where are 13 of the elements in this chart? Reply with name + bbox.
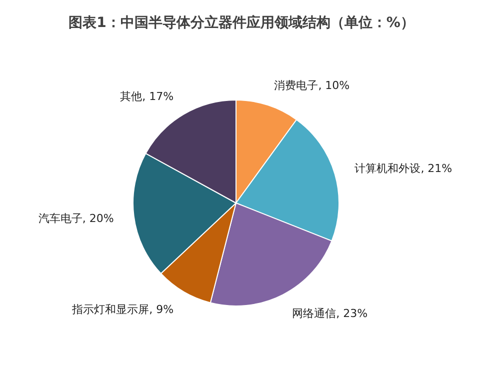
slice-label: 其他, 17% <box>120 89 174 104</box>
slice-label: 汽车电子, 20% <box>38 210 114 226</box>
pie-slice <box>236 100 298 204</box>
pie-slice <box>236 119 340 242</box>
pie-slice <box>160 202 236 304</box>
chart-title: 图表1：中国半导体分立器件应用领域结构（单位：%） <box>68 14 414 31</box>
pie-slice <box>210 202 332 306</box>
pie-slice <box>132 152 236 274</box>
pie-slice <box>145 100 236 204</box>
slice-label: 计算机和外设, 21% <box>354 161 452 176</box>
slice-label: 网络通信, 23% <box>292 306 368 321</box>
slice-label: 消费电子, 10% <box>274 78 350 93</box>
slice-label: 指示灯和显示屏, 9% <box>72 302 174 317</box>
